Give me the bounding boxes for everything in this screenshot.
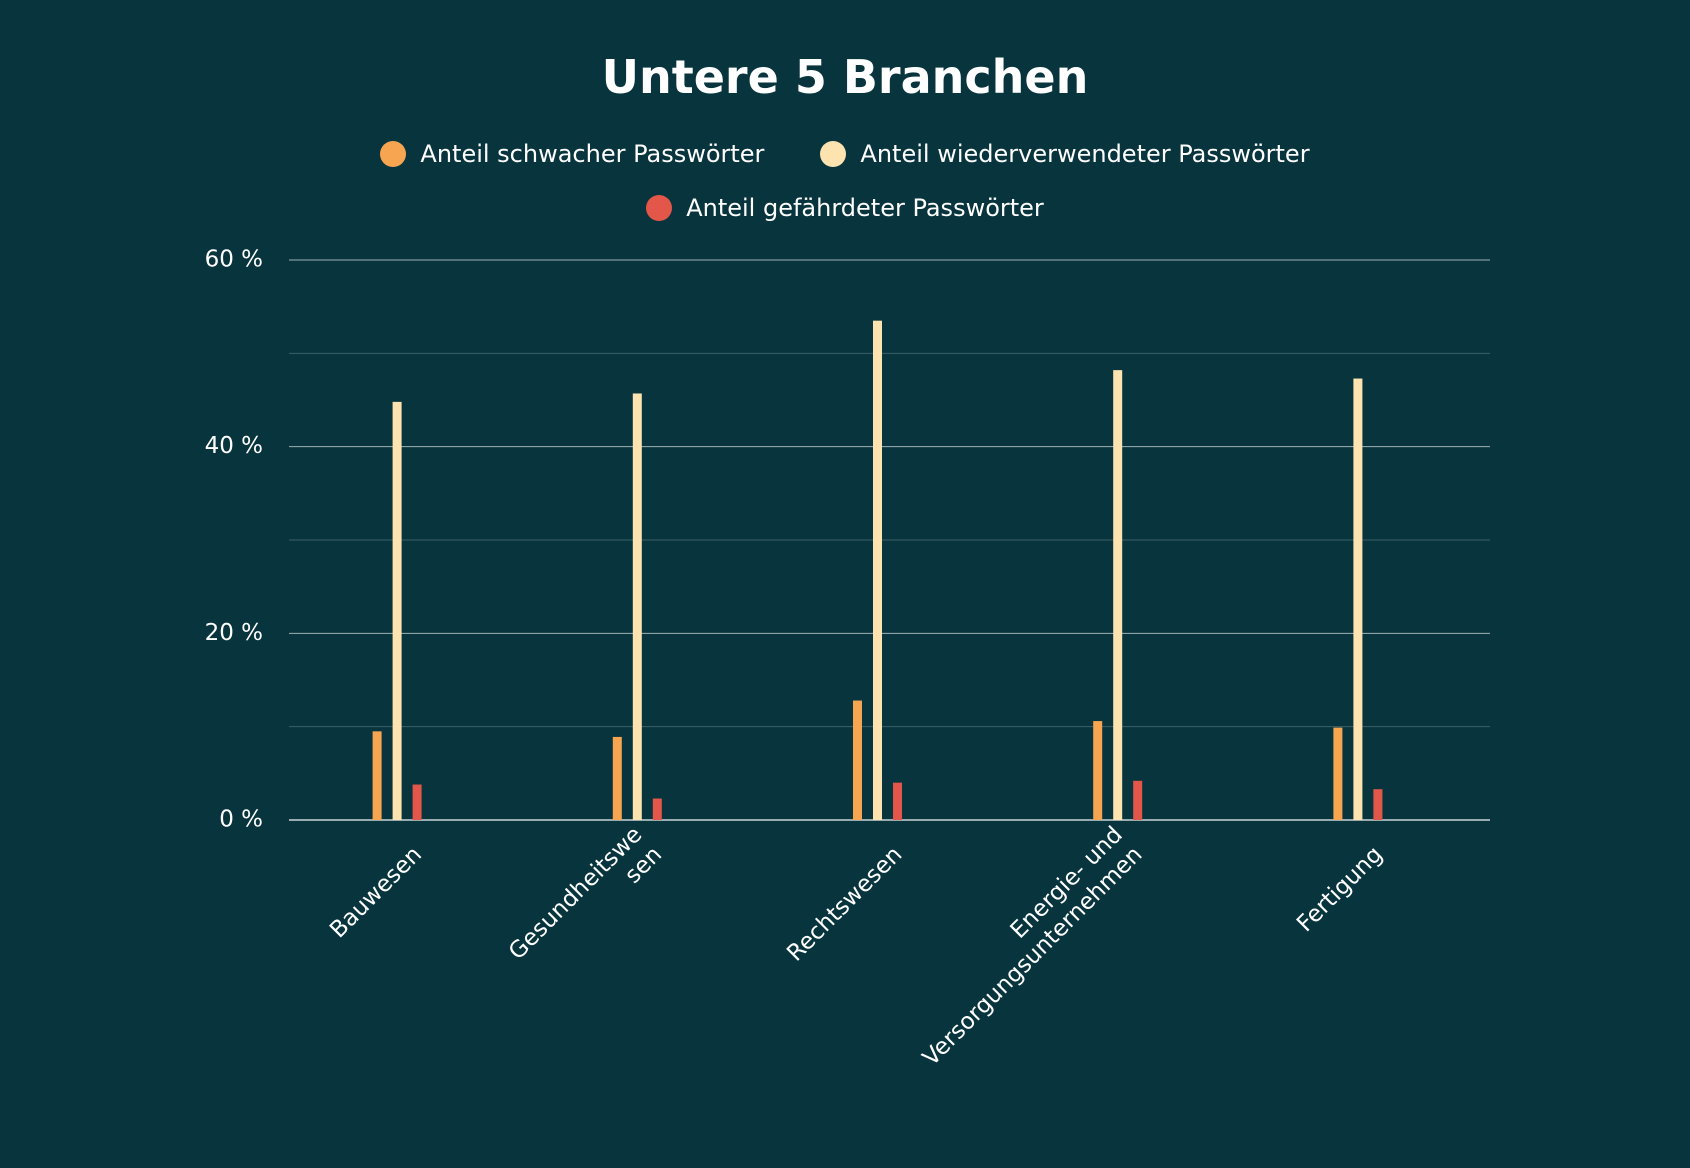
bar (1373, 789, 1383, 820)
bar (412, 784, 422, 820)
x-tick-label: Gesundheitswesen (504, 822, 667, 985)
bar (1093, 721, 1103, 820)
bar (612, 736, 622, 820)
y-tick-label: 40 % (205, 433, 263, 459)
bar (632, 393, 642, 820)
x-tick-label: Fertigung (1292, 842, 1388, 938)
bar (1353, 378, 1363, 820)
bar (1133, 780, 1143, 820)
chart-title: Untere 5 Branchen (601, 50, 1089, 104)
legend-swatch (380, 141, 407, 167)
bar (1333, 727, 1343, 820)
legend-swatch (646, 195, 673, 221)
x-tick-label-line: Bauwesen (325, 842, 427, 944)
bar (1113, 370, 1123, 820)
x-tick-label: Energie- undVersorgungsunternehmen (898, 822, 1147, 1071)
legend-label: Anteil wiederverwendeter Passwörter (860, 140, 1310, 168)
y-tick-label: 60 % (205, 247, 263, 273)
bar (392, 401, 402, 820)
legend-swatch (820, 141, 847, 167)
legend-item: Anteil gefährdeter Passwörter (646, 194, 1044, 222)
bar (873, 320, 882, 820)
x-tick-label: Bauwesen (325, 842, 427, 944)
x-tick-label-line: Fertigung (1292, 842, 1388, 938)
bar (853, 700, 862, 820)
legend: Anteil schwacher Passwörter Anteil wieder… (345, 140, 1345, 222)
bar (893, 782, 902, 820)
x-tick-label-line: Versorgungsunternehmen (918, 842, 1148, 1072)
legend-label: Anteil gefährdeter Passwörter (686, 194, 1044, 222)
legend-label: Anteil schwacher Passwörter (420, 140, 765, 168)
legend-item: Anteil schwacher Passwörter (380, 140, 764, 168)
bar (652, 798, 662, 820)
y-tick-label: 0 % (219, 807, 263, 833)
y-tick-label: 20 % (205, 620, 263, 646)
x-tick-label: Rechtswesen (782, 842, 907, 967)
x-tick-label-line: Gesundheitswe (504, 822, 647, 965)
legend-item: Anteil wiederverwendeter Passwörter (820, 140, 1310, 168)
x-tick-label-line: Rechtswesen (782, 842, 907, 967)
bar (372, 731, 382, 820)
